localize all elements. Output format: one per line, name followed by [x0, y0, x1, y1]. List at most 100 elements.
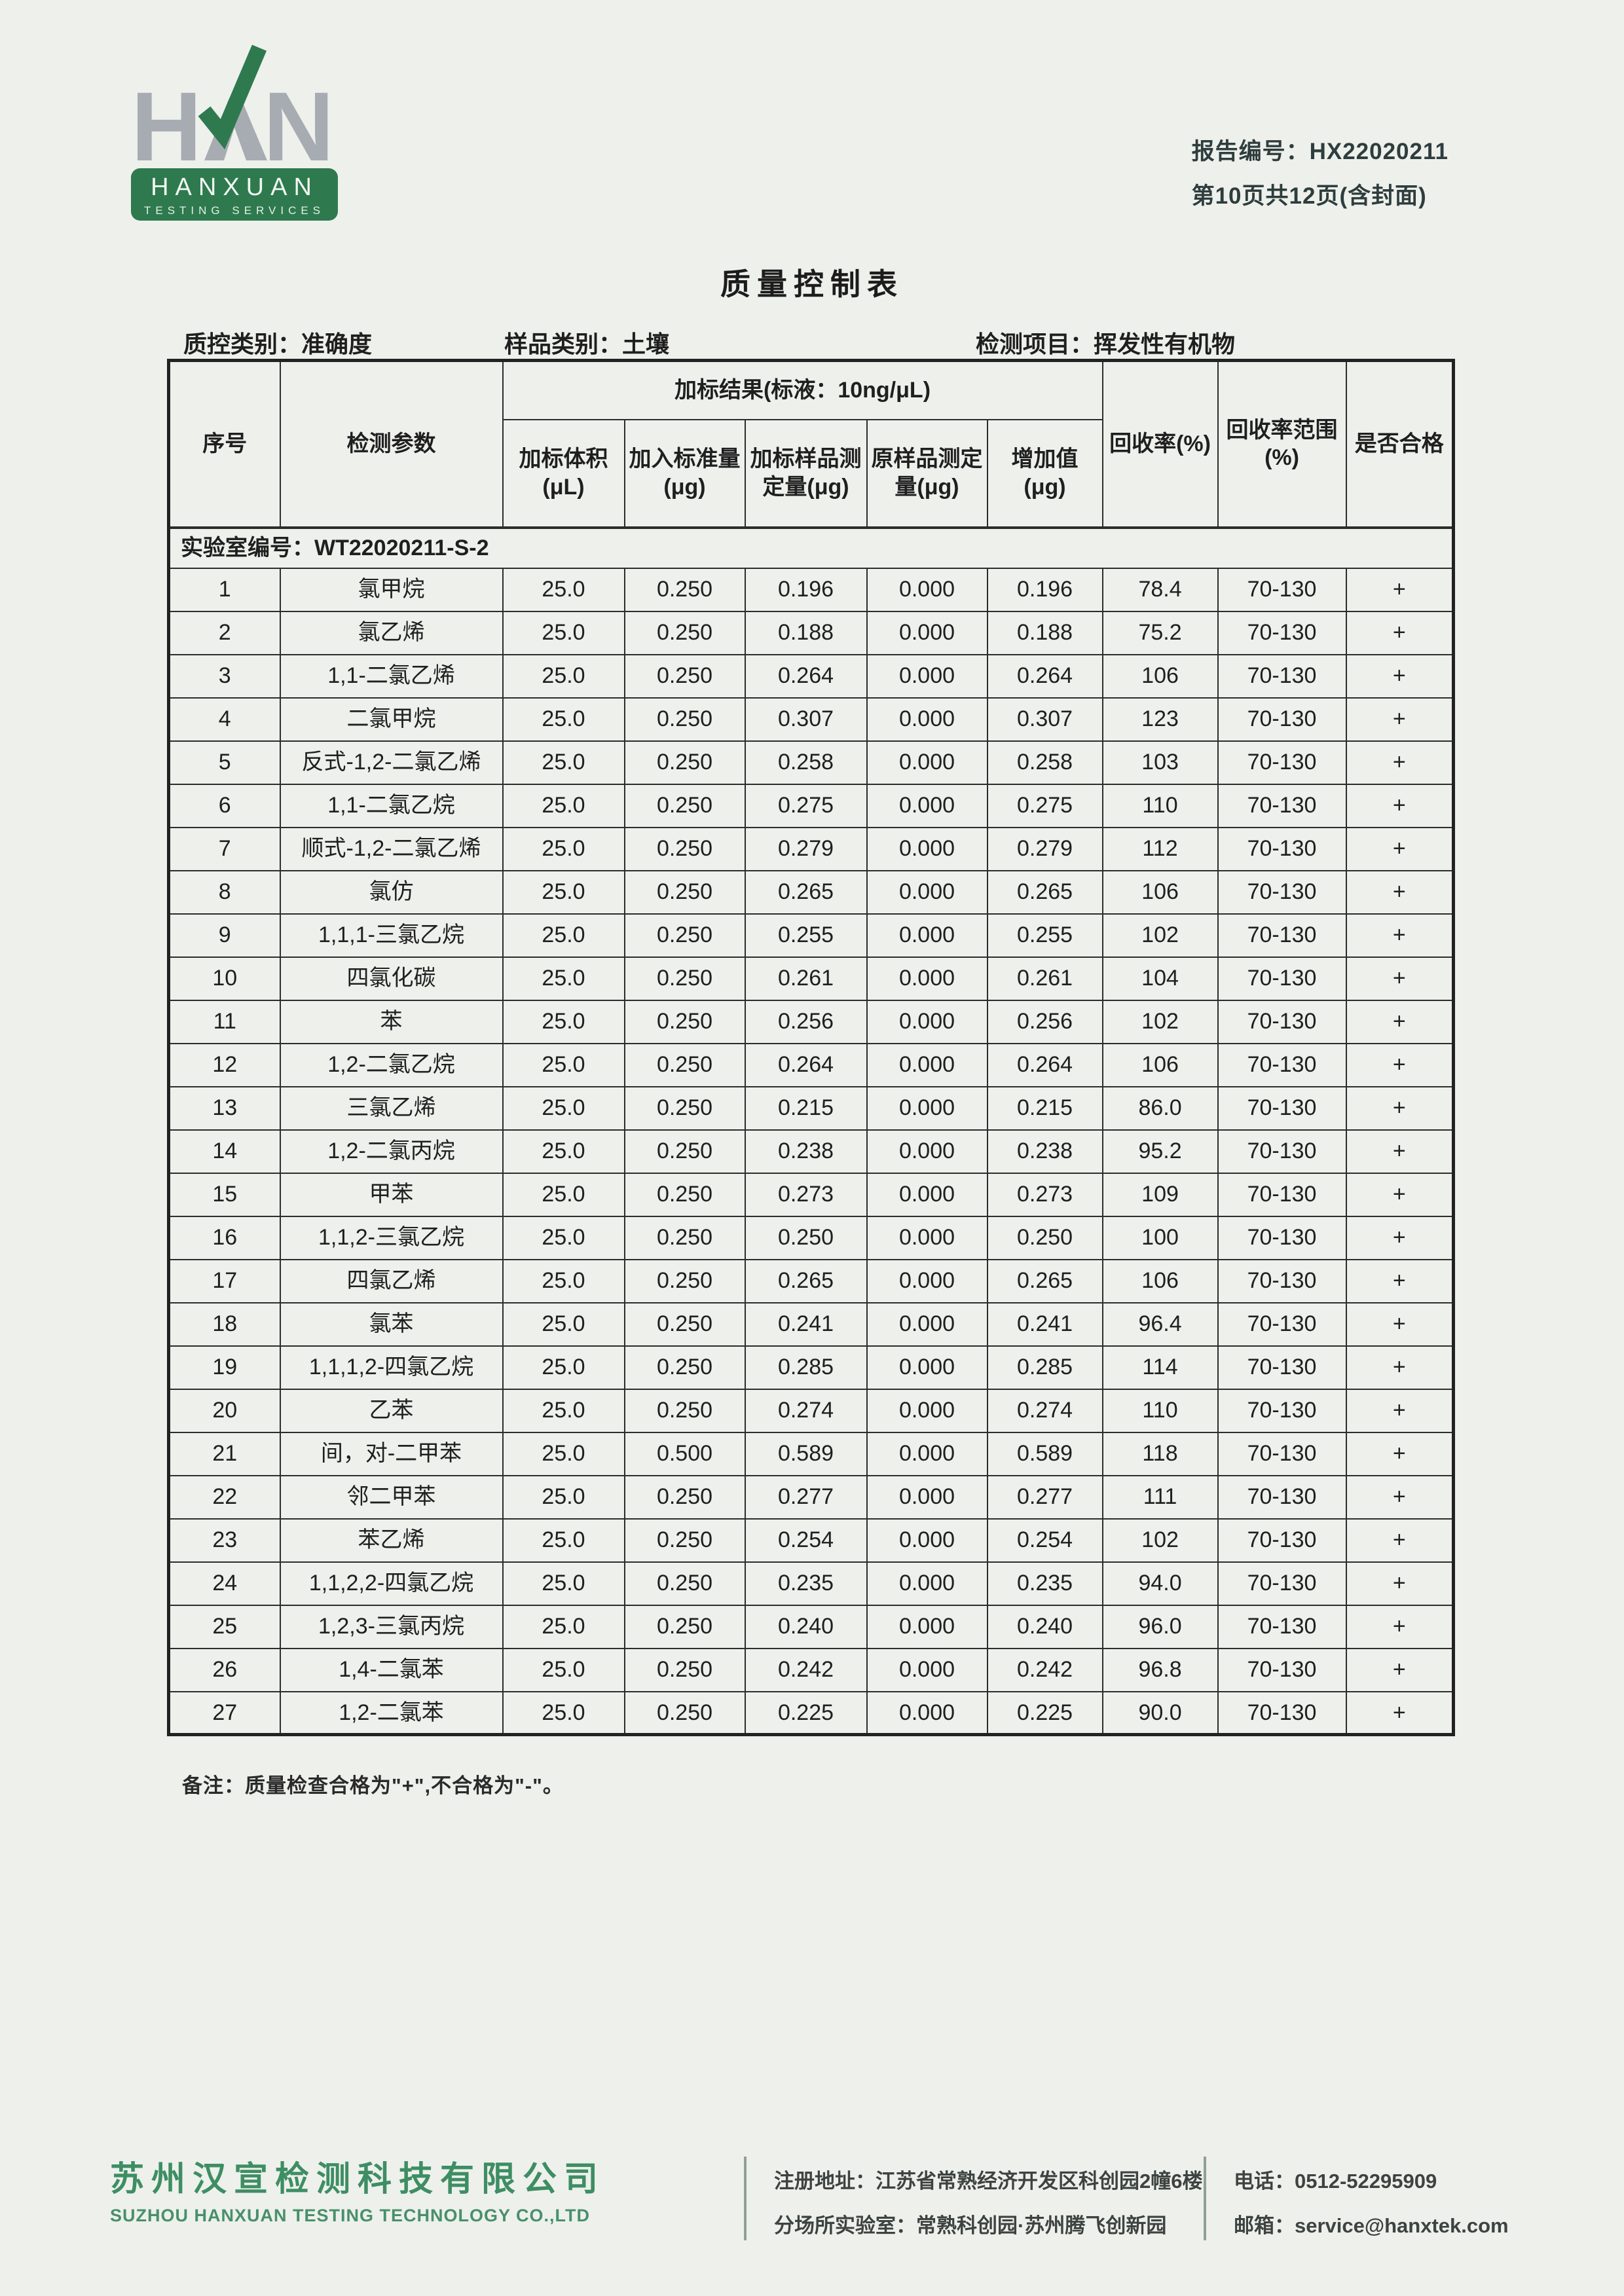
cell-spiked: 0.277: [744, 1474, 868, 1520]
cell-added: 0.250: [623, 1388, 746, 1433]
cell-no: 8: [168, 869, 281, 915]
cell-spiked: 0.589: [744, 1431, 868, 1476]
cell-recovery: 106: [1101, 653, 1219, 699]
cell-parameter: 1,1,2-三氯乙烷: [279, 1215, 504, 1260]
meta-line: 质控类别：准确度 样品类别：土壤 检测项目：挥发性有机物: [0, 325, 1624, 357]
cell-volume: 25.0: [502, 1647, 625, 1692]
table-row: 25 1,2,3-三氯丙烷 25.0 0.250 0.240 0.000 0.2…: [168, 1604, 1454, 1649]
logo-lambda-check-icon: [198, 45, 267, 160]
cell-original: 0.000: [866, 913, 988, 958]
cell-added: 0.250: [623, 610, 746, 655]
cell-pass: +: [1345, 1085, 1454, 1131]
cell-pass: +: [1345, 1258, 1454, 1303]
table-body: 实验室编号：WT22020211-S-2 1 氯甲烷 25.0 0.250 0.…: [166, 526, 1456, 1736]
footer-address-block: 注册地址：江苏省常熟经济开发区科创园2幢6楼 分场所实验室：常熟科创园·苏州腾飞…: [774, 2159, 1202, 2248]
cell-spiked: 0.196: [744, 567, 868, 612]
cell-range: 70-130: [1217, 1431, 1347, 1476]
cell-added: 0.250: [623, 999, 746, 1044]
cell-added: 0.250: [623, 1345, 746, 1390]
cell-increase: 0.273: [986, 1172, 1103, 1217]
cell-volume: 25.0: [502, 567, 625, 612]
cell-original: 0.000: [866, 1085, 988, 1131]
table-row: 16 1,1,2-三氯乙烷 25.0 0.250 0.250 0.000 0.2…: [168, 1215, 1454, 1260]
cell-volume: 25.0: [502, 1302, 625, 1347]
cell-spiked: 0.250: [744, 1215, 868, 1260]
cell-original: 0.000: [866, 567, 988, 612]
cell-parameter: 1,1,1,2-四氯乙烷: [279, 1345, 504, 1390]
cell-parameter: 三氯乙烯: [279, 1085, 504, 1131]
cell-no: 15: [168, 1172, 281, 1217]
footnote: 备注：质量检查合格为"+",不合格为"-"。: [182, 1774, 564, 1797]
footer-contact-block: 电话：0512-52295909 邮箱：service@hanxtek.com: [1234, 2159, 1509, 2248]
cell-volume: 25.0: [502, 826, 625, 871]
cell-added: 0.250: [623, 956, 746, 1001]
cell-increase: 0.261: [986, 956, 1103, 1001]
cell-added: 0.250: [623, 1258, 746, 1303]
col-header-no: 序号: [168, 359, 281, 529]
cell-spiked: 0.242: [744, 1647, 868, 1692]
cell-spiked: 0.275: [744, 783, 868, 828]
cell-recovery: 118: [1101, 1431, 1219, 1476]
cell-added: 0.250: [623, 1561, 746, 1606]
cell-range: 70-130: [1217, 1085, 1347, 1131]
lab-number: 实验室编号：WT22020211-S-2: [166, 526, 1456, 569]
cell-range: 70-130: [1217, 1647, 1347, 1692]
cell-no: 10: [168, 956, 281, 1001]
cell-pass: +: [1345, 1474, 1454, 1520]
table-row: 20 乙苯 25.0 0.250 0.274 0.000 0.274 110 7…: [168, 1388, 1454, 1433]
cell-increase: 0.238: [986, 1129, 1103, 1174]
cell-added: 0.250: [623, 1604, 746, 1649]
cell-added: 0.250: [623, 1172, 746, 1217]
qc-table: 序号 检测参数 加标结果(标液：10ng/μL) 回收率(%) 回收率范围(%)…: [166, 359, 1456, 1736]
cell-recovery: 96.8: [1101, 1647, 1219, 1692]
logo-letter-n: N: [263, 71, 334, 181]
company-logo: H N HANXUAN TESTING SERVICES: [131, 36, 341, 232]
cell-parameter: 二氯甲烷: [279, 697, 504, 742]
cell-spiked: 0.273: [744, 1172, 868, 1217]
table-row: 24 1,1,2,2-四氯乙烷 25.0 0.250 0.235 0.000 0…: [168, 1561, 1454, 1606]
cell-range: 70-130: [1217, 653, 1347, 699]
footer-divider: [744, 2157, 747, 2240]
cell-no: 22: [168, 1474, 281, 1520]
cell-parameter: 1,2,3-三氯丙烷: [279, 1604, 504, 1649]
cell-increase: 0.589: [986, 1431, 1103, 1476]
cell-parameter: 甲苯: [279, 1172, 504, 1217]
cell-parameter: 氯苯: [279, 1302, 504, 1347]
cell-increase: 0.274: [986, 1388, 1103, 1433]
table-row: 26 1,4-二氯苯 25.0 0.250 0.242 0.000 0.242 …: [168, 1647, 1454, 1692]
cell-increase: 0.256: [986, 999, 1103, 1044]
cell-original: 0.000: [866, 1561, 988, 1606]
col-header-param: 检测参数: [279, 359, 504, 529]
cell-range: 70-130: [1217, 1215, 1347, 1260]
cell-increase: 0.254: [986, 1518, 1103, 1563]
cell-range: 70-130: [1217, 740, 1347, 785]
cell-added: 0.250: [623, 1042, 746, 1087]
cell-original: 0.000: [866, 826, 988, 871]
cell-original: 0.000: [866, 1647, 988, 1692]
cell-added: 0.250: [623, 826, 746, 871]
cell-pass: +: [1345, 567, 1454, 612]
cell-pass: +: [1345, 1690, 1454, 1736]
cell-added: 0.250: [623, 697, 746, 742]
cell-recovery: 78.4: [1101, 567, 1219, 612]
cell-range: 70-130: [1217, 567, 1347, 612]
table-row: 5 反式-1,2-二氯乙烯 25.0 0.250 0.258 0.000 0.2…: [168, 740, 1454, 785]
cell-volume: 25.0: [502, 1431, 625, 1476]
cell-increase: 0.275: [986, 783, 1103, 828]
cell-no: 14: [168, 1129, 281, 1174]
footer-divider: [1204, 2157, 1206, 2240]
table-row: 12 1,2-二氯乙烷 25.0 0.250 0.264 0.000 0.264…: [168, 1042, 1454, 1087]
cell-pass: +: [1345, 1302, 1454, 1347]
table-row: 1 氯甲烷 25.0 0.250 0.196 0.000 0.196 78.4 …: [168, 567, 1454, 612]
table-row: 4 二氯甲烷 25.0 0.250 0.307 0.000 0.307 123 …: [168, 697, 1454, 742]
cell-pass: +: [1345, 653, 1454, 699]
cell-parameter: 1,1-二氯乙烯: [279, 653, 504, 699]
cell-volume: 25.0: [502, 1518, 625, 1563]
cell-parameter: 1,4-二氯苯: [279, 1647, 504, 1692]
cell-original: 0.000: [866, 1172, 988, 1217]
email-address: 邮箱：service@hanxtek.com: [1234, 2214, 1509, 2238]
cell-recovery: 95.2: [1101, 1129, 1219, 1174]
cell-spiked: 0.264: [744, 653, 868, 699]
col-header-pass: 是否合格: [1345, 359, 1454, 529]
cell-range: 70-130: [1217, 956, 1347, 1001]
